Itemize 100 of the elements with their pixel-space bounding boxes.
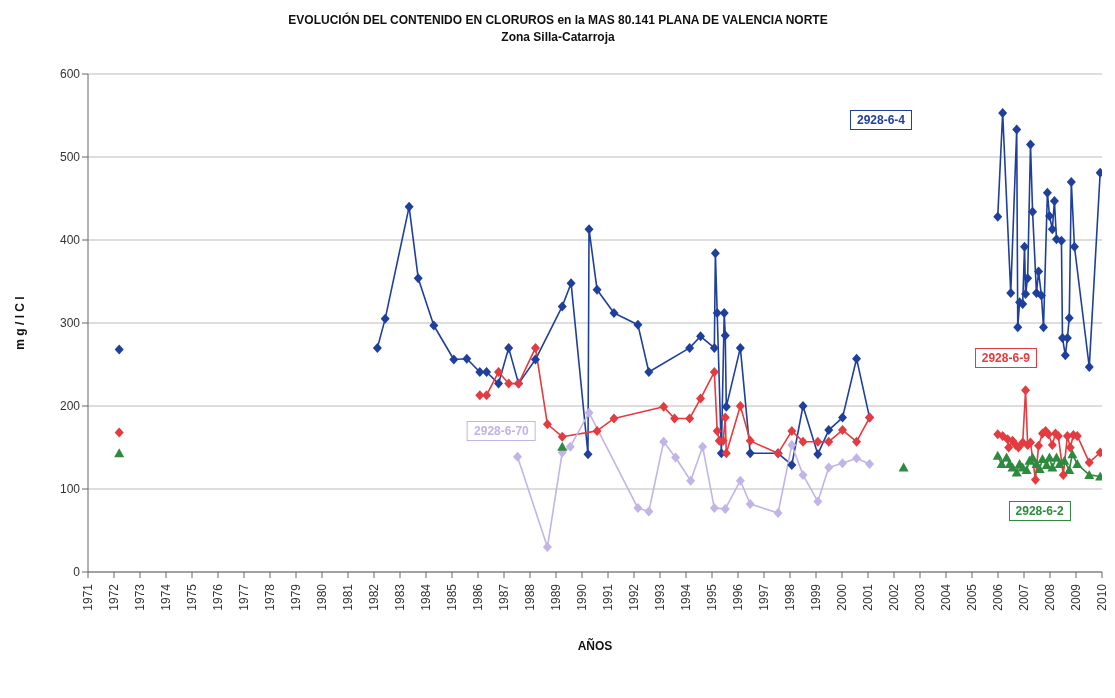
series-label: 2928-6-9 [974,347,1037,368]
point [659,401,669,412]
x-tick-label: 1991 [601,583,615,611]
point [565,441,575,452]
point [824,462,834,473]
x-tick-label: 1974 [159,583,173,611]
point [482,390,492,401]
point [513,451,523,462]
y-tick-label: 500 [59,150,81,165]
point [712,425,722,436]
x-tick-label: 1973 [133,583,147,611]
x-tick-label: 2003 [913,583,927,611]
point [852,436,862,447]
point [1084,469,1095,479]
point [720,412,730,423]
x-tick-label: 2010 [1095,583,1109,611]
x-tick-label: 1975 [185,583,199,611]
x-tick-label: 1985 [445,583,459,611]
point [996,459,1007,469]
text: 2928-6-2 [1008,501,1071,522]
series-label: 2928-6-70 [467,420,536,441]
point [557,441,568,451]
y-tick-label: 300 [59,316,81,331]
y-tick-label: 0 [73,565,81,580]
point [1067,449,1078,459]
point [865,459,875,470]
x-tick-label: 1989 [549,583,563,611]
x-tick-label: 1971 [81,583,95,611]
point [838,425,848,436]
point [824,436,834,447]
point [798,436,808,447]
point [530,342,540,353]
point [735,401,745,411]
point [1084,457,1094,468]
x-tick-label: 2006 [991,583,1005,611]
x-tick-label: 1982 [367,583,381,611]
point [1064,464,1075,474]
x-tick-label: 1981 [341,583,355,611]
text: 2928-6-4 [849,109,913,130]
point [475,390,485,401]
point [584,407,594,418]
x-tick-label: 1996 [731,583,745,611]
x-tick-label: 1984 [419,583,433,611]
x-tick-label: 1994 [679,583,693,611]
y-tick-label: 600 [59,67,81,82]
x-tick-label: 2007 [1017,583,1031,611]
point [852,453,862,464]
point [721,448,731,459]
point [1004,442,1014,453]
x-tick-label: 1972 [107,583,121,611]
chart-title: EVOLUCIÓN DEL CONTENIDO EN CLORUROS en la MAS 80.141 PLANA DE VALENCIA NORTE [287,12,829,29]
point [787,440,797,451]
x-tick-label: 1977 [237,583,251,611]
point [709,366,719,377]
point [709,503,719,514]
x-tick-label: 1993 [653,583,667,611]
point [898,462,909,472]
x-tick-label: 1980 [315,583,329,611]
point [633,503,643,514]
point [1021,464,1032,474]
point [1021,385,1031,396]
y-tick-label: 200 [59,399,81,414]
point [114,448,125,458]
y-axis-title: m g / l C l [13,296,28,350]
x-tick-label: 1983 [393,583,407,611]
point [813,496,823,507]
point [773,508,783,519]
point [114,427,124,438]
point [557,431,567,442]
point [659,436,669,447]
point [998,430,1008,441]
point [813,436,823,447]
point [1047,462,1058,472]
x-axis-title: AÑOS [577,638,613,653]
point [542,542,552,553]
point [609,413,619,424]
point [1011,467,1022,477]
x-tick-label: 1995 [705,583,719,611]
x-tick-label: 1979 [289,583,303,611]
point [644,506,654,517]
point [838,458,848,469]
x-tick-label: 2000 [835,583,849,611]
point [698,441,708,452]
point [504,378,514,389]
x-tick-label: 2001 [861,583,875,611]
point [685,413,695,424]
x-tick-label: 1976 [211,583,225,611]
point [787,425,797,436]
point [798,469,808,480]
point [735,475,745,486]
x-tick-label: 1986 [471,583,485,611]
point [542,419,552,430]
point [592,425,602,436]
x-tick-label: 2005 [965,583,979,611]
x-tick-label: 1997 [757,583,771,611]
point [686,475,696,486]
x-tick-label: 1990 [575,583,589,611]
x-tick-label: 1999 [809,583,823,611]
point [745,498,755,509]
point [670,413,680,424]
